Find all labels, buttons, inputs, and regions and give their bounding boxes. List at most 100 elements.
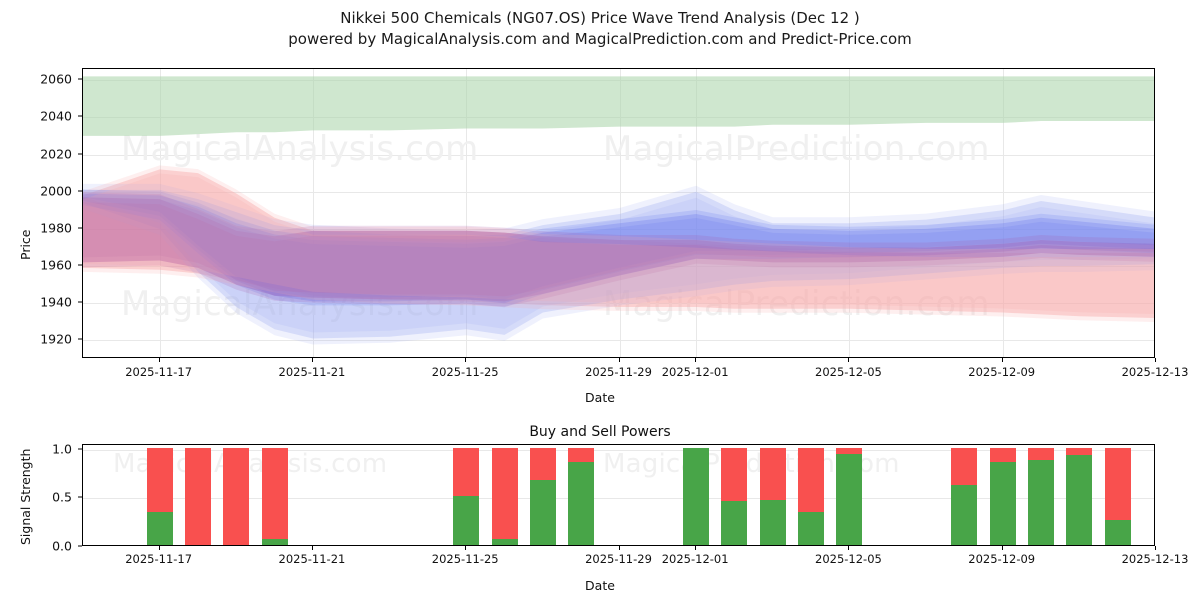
signal-x-tick-label: 2025-11-25 [431, 552, 499, 566]
signal-bar[interactable] [1104, 447, 1131, 545]
price-gridline-v [619, 69, 621, 357]
price-x-tick-mark [465, 358, 467, 362]
wave-band-layer-6 [83, 173, 1154, 323]
signal-bar[interactable] [951, 447, 978, 545]
signal-bar[interactable] [721, 447, 748, 545]
price-gridline-v [849, 69, 851, 357]
signal-x-tick-label: 2025-11-21 [278, 552, 346, 566]
signal-bar[interactable] [683, 447, 710, 545]
sell-power-segment [759, 447, 786, 501]
wave-band-layer-4 [83, 202, 1154, 307]
price-y-tick-label: 2000 [40, 183, 72, 199]
buy-power-segment [989, 462, 1016, 545]
signal-bar[interactable] [759, 447, 786, 545]
price-y-tick-label: 2040 [40, 108, 72, 124]
price-x-tick-mark [1001, 358, 1003, 362]
sell-power-segment [989, 447, 1016, 463]
price-y-tick-mark [78, 264, 82, 266]
buy-power-segment [1104, 519, 1131, 545]
sell-power-segment [836, 447, 863, 454]
buy-power-segment [951, 484, 978, 545]
sell-power-segment [1066, 447, 1093, 455]
sell-power-segment [798, 447, 825, 512]
signal-bar[interactable] [184, 447, 211, 545]
signal-bar[interactable] [223, 447, 250, 545]
price-gridline-h [83, 228, 1154, 230]
price-x-tick-mark [695, 358, 697, 362]
signal-bar[interactable] [491, 447, 518, 545]
signal-bar[interactable] [989, 447, 1016, 545]
signal-y-tick-mark [78, 448, 82, 450]
wave-band-2 [83, 189, 1154, 339]
buy-power-segment [568, 462, 595, 545]
price-x-tick-label: 2025-12-05 [815, 365, 882, 379]
price-gridline-v [696, 69, 698, 357]
signal-gridline-h [83, 449, 1154, 451]
price-gridline-h [83, 266, 1154, 268]
signal-plot-area[interactable]: MagicalAnalysis.com MagicalPrediction.com [82, 444, 1155, 546]
price-y-tick-label: 1940 [40, 294, 72, 310]
signal-x-tick-mark [158, 546, 160, 550]
signal-x-tick-label: 2025-11-17 [125, 552, 193, 566]
buy-power-segment [146, 511, 173, 545]
sell-power-segment [721, 447, 748, 502]
signal-bar[interactable] [529, 447, 556, 545]
price-chart-panel: Price 1920 1940 1960 1980 2000 2020 2040 2060 2… [18, 68, 1189, 405]
signal-x-tick-mark [618, 546, 620, 550]
price-x-tick-label: 2025-12-13 [1121, 365, 1189, 379]
signal-x-tick-label: 2025-12-09 [968, 552, 1036, 566]
price-x-tick-label: 2025-12-01 [661, 365, 729, 379]
sell-power-segment [261, 447, 288, 540]
price-gridline-v [159, 69, 161, 357]
price-y-tick-label: 1960 [40, 257, 72, 273]
wave-band-layer-0 [83, 195, 1154, 345]
sell-power-segment [146, 447, 173, 512]
signal-bar[interactable] [453, 447, 480, 545]
signal-y-tick-label: 0.5 [52, 489, 72, 505]
signal-bar[interactable] [1028, 447, 1055, 545]
buy-power-segment [836, 453, 863, 545]
buy-power-segment [759, 500, 786, 545]
page-subtitle: powered by MagicalAnalysis.com and Magic… [288, 30, 912, 48]
signal-bar[interactable] [798, 447, 825, 545]
price-y-tick-mark [78, 301, 82, 303]
buy-power-segment [453, 496, 480, 545]
price-y-tick-mark [78, 190, 82, 192]
signal-bar[interactable] [836, 447, 863, 545]
price-plot-area[interactable]: MagicalAnalysis.com MagicalPrediction.com… [82, 68, 1155, 358]
chart-title-block: Nikkei 500 Chemicals (NG07.OS) Price Wav… [0, 8, 1200, 50]
signal-x-tick-mark [1001, 546, 1003, 550]
page-title: Nikkei 500 Chemicals (NG07.OS) Price Wav… [340, 9, 860, 27]
sell-power-segment [951, 447, 978, 485]
signal-x-tick-mark [311, 546, 313, 550]
price-y-tick-mark [78, 153, 82, 154]
price-y-tick-label: 2060 [40, 71, 72, 87]
signal-x-tick-label: 2025-12-05 [815, 552, 882, 566]
signal-bar[interactable] [1066, 447, 1093, 545]
sell-power-segment [453, 447, 480, 497]
signal-y-tick-label: 1.0 [52, 441, 72, 457]
sell-power-segment [491, 447, 518, 540]
sell-power-segment [1104, 447, 1131, 520]
signal-x-tick-label: 2025-12-01 [661, 552, 729, 566]
signal-bar[interactable] [568, 447, 595, 545]
sell-power-segment [223, 447, 250, 545]
price-gridline-v [1002, 69, 1004, 357]
buy-power-segment [1066, 454, 1093, 545]
signal-bar[interactable] [146, 447, 173, 545]
wave-band-4 [83, 197, 1154, 302]
price-gridline-v [312, 69, 314, 357]
wave-band-3 [83, 193, 1154, 304]
price-x-tick-label: 2025-11-21 [278, 365, 346, 379]
signal-x-tick-label: 2025-11-29 [585, 552, 652, 566]
signal-bar[interactable] [261, 447, 288, 545]
price-x-tick-mark [311, 358, 313, 362]
signal-x-axis-label: Date [585, 578, 615, 593]
signal-x-tick-mark [465, 546, 467, 550]
signal-gridline-h [83, 498, 1154, 500]
sell-power-segment [529, 447, 556, 480]
sell-power-segment [184, 447, 211, 545]
signal-x-tick-label: 2025-12-13 [1121, 552, 1189, 566]
signal-y-tick-mark [78, 545, 82, 547]
signal-x-tick-mark [848, 546, 850, 550]
